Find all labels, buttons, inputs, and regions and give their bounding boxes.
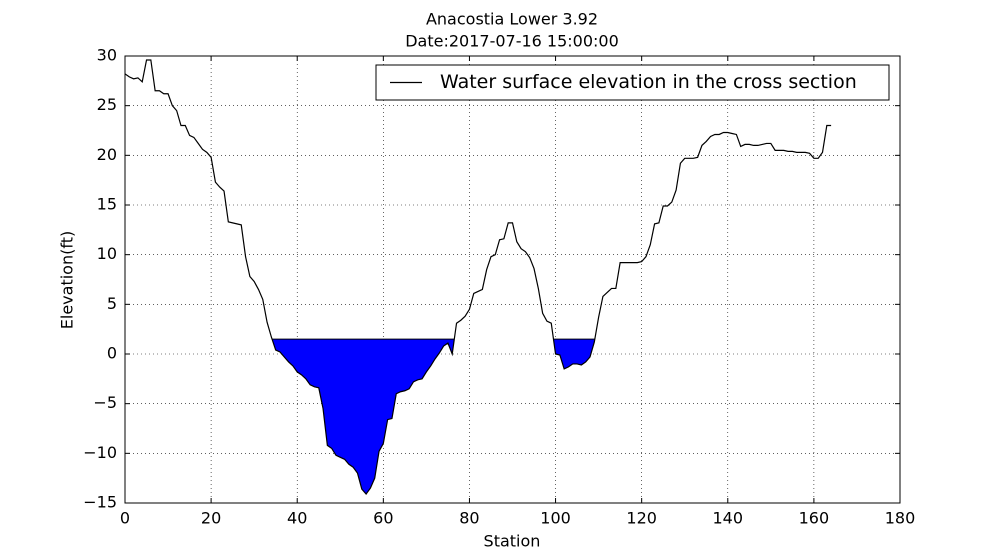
plot-frame [124, 55, 901, 504]
y-tick-label: 15 [97, 195, 117, 214]
y-tick-label: 25 [97, 95, 117, 114]
y-tick-label: −15 [83, 493, 117, 512]
y-axis-label: Elevation(ft) [58, 231, 77, 329]
x-tick-label: 60 [373, 509, 393, 528]
water-fill [125, 339, 832, 495]
x-tick-label: 140 [713, 509, 744, 528]
x-tick-label: 80 [459, 509, 479, 528]
y-tick-label: 30 [97, 46, 117, 65]
x-axis-label: Station [484, 532, 541, 551]
legend-label: Water surface elevation in the cross sec… [440, 71, 857, 93]
y-tick-label: 5 [107, 294, 117, 313]
chart-title: Anacostia Lower 3.92 [426, 10, 598, 29]
legend: Water surface elevation in the cross sec… [375, 64, 890, 101]
x-tick-label: 100 [540, 509, 571, 528]
x-tick-label: 120 [626, 509, 657, 528]
y-tick-label: 0 [107, 344, 117, 363]
y-tick-label: 10 [97, 244, 117, 263]
y-tick-label: −10 [83, 443, 117, 462]
y-tick-label: 20 [97, 145, 117, 164]
x-tick-label: 180 [885, 509, 916, 528]
x-tick-label: 0 [120, 509, 130, 528]
profile-line [124, 59, 832, 496]
chart-subtitle: Date:2017-07-16 15:00:00 [405, 32, 619, 51]
x-tick-label: 40 [287, 509, 307, 528]
x-tick-label: 20 [201, 509, 221, 528]
y-tick-label: −5 [93, 393, 117, 412]
legend-box [375, 64, 890, 101]
x-tick-label: 160 [799, 509, 830, 528]
